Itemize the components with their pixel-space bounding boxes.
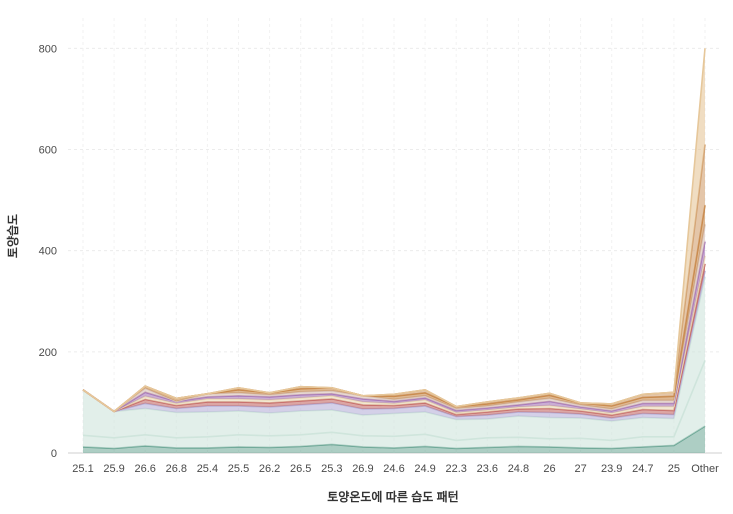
series-area-2 [83, 277, 705, 441]
x-tick-label: 26 [543, 463, 555, 475]
x-tick-label: 25.5 [228, 463, 249, 475]
series-area-1 [83, 360, 705, 449]
series-area-5 [83, 255, 705, 416]
x-tick-label: 25.4 [197, 463, 218, 475]
x-tick-label: 26.2 [259, 463, 280, 475]
x-tick-label: 25 [668, 463, 680, 475]
x-tick-label: 23.6 [477, 463, 498, 475]
series-area-6 [83, 241, 705, 413]
x-tick-label: 27 [574, 463, 586, 475]
series-areas [82, 48, 706, 453]
x-tick-label: 25.9 [103, 463, 124, 475]
grid-lines [68, 18, 722, 454]
x-tick-labels: 25.1 25.9 26.6 26.8 25.4 25.5 26.2 26.5 25.3 26.9… [72, 463, 719, 475]
y-tick-label: 600 [39, 145, 57, 157]
y-tick-label: 200 [39, 347, 57, 359]
x-tick-label: 25.3 [321, 463, 342, 475]
x-tick-label: 24.6 [383, 463, 404, 475]
x-tick-label: 25.1 [72, 463, 93, 475]
series-area-0 [83, 426, 705, 453]
series-line-10 [82, 48, 706, 413]
x-tick-label: 23.9 [601, 463, 622, 475]
y-tick-label: 800 [39, 43, 57, 55]
x-tick-label: 26.5 [290, 463, 311, 475]
x-tick-label: 24.8 [508, 463, 529, 475]
series-area-4 [83, 263, 705, 419]
x-tick-label: Other [691, 463, 719, 475]
y-tick-labels: 0 200 400 600 800 [39, 43, 57, 460]
y-tick-label: 0 [51, 448, 57, 460]
x-tick-label: 24.7 [632, 463, 653, 475]
x-tick-label: 26.9 [352, 463, 373, 475]
y-axis-title: 토양습도 [5, 214, 20, 258]
x-tick-label: 24.9 [414, 463, 435, 475]
x-tick-label: 26.6 [134, 463, 155, 475]
x-tick-label: 22.3 [445, 463, 466, 475]
series-area-3 [83, 270, 705, 422]
x-axis-title: 토양온도에 따른 습도 패턴 [327, 489, 458, 504]
x-tick-label: 26.8 [166, 463, 187, 475]
series-line-5 [82, 255, 706, 414]
y-tick-label: 400 [39, 246, 57, 258]
